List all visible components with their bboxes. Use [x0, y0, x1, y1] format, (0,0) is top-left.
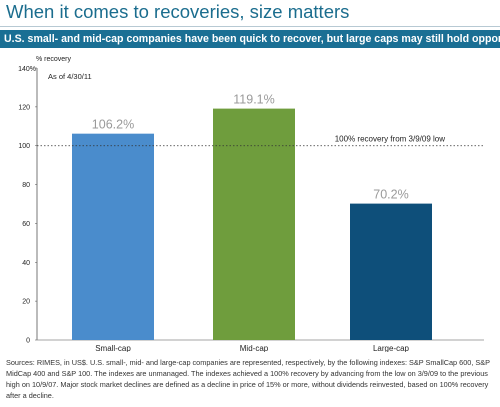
bar-value-label: 106.2%: [92, 118, 134, 132]
reference-line-label: 100% recovery from 3/9/09 low: [335, 135, 445, 144]
y-tick-label: 80: [22, 182, 30, 189]
as-of-note: As of 4/30/11: [48, 72, 92, 81]
bar: [72, 133, 154, 340]
title-divider: [0, 26, 500, 27]
chart-bars: [72, 108, 432, 340]
page-title: When it comes to recoveries, size matter…: [6, 1, 350, 22]
y-tick-label: 40: [22, 260, 30, 267]
y-tick-label: 120: [18, 104, 30, 111]
x-category-label: Small-cap: [95, 344, 131, 352]
sources-footnote: Sources: RIMES, in US$. U.S. small-, mid…: [6, 358, 490, 400]
x-category-label: Mid-cap: [240, 344, 269, 352]
bar-value-label: 119.1%: [233, 93, 274, 107]
bar: [213, 108, 295, 340]
y-tick-label: 60: [22, 221, 30, 228]
bar: [350, 203, 432, 340]
bar-value-label: 70.2%: [373, 188, 408, 202]
y-tick-label: 0: [26, 338, 30, 345]
y-tick-label: 100: [18, 143, 30, 150]
x-category-label: Large-cap: [373, 344, 410, 352]
chart-subtitle: U.S. small- and mid-cap companies have b…: [0, 30, 500, 48]
y-axis-label: % recovery: [36, 56, 72, 63]
y-tick-label-140: 140%: [18, 66, 36, 73]
chart-labels: As of 4/30/11 106.2% Small-cap 119.1% Mid-ca…: [37, 72, 484, 352]
y-tick-label: 20: [22, 299, 30, 306]
